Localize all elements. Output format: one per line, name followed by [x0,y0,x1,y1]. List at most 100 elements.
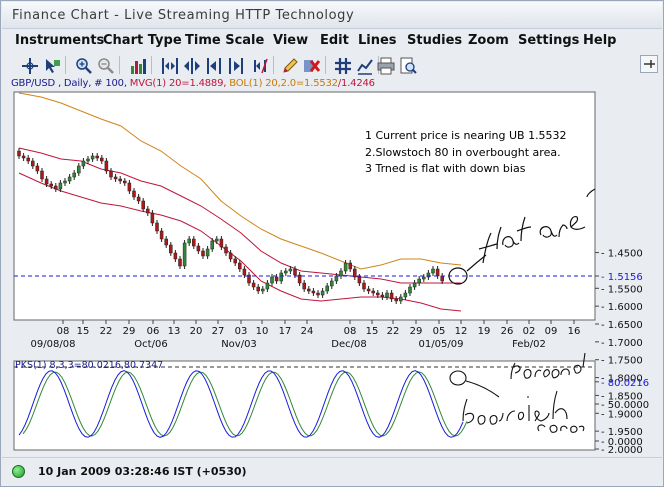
candle-body [431,268,435,274]
candle-body [44,178,49,185]
timescale-left-icon[interactable] [202,54,224,76]
candle-body [389,292,394,300]
menu-bar: Instruments Chart Type Time Scale View E… [2,30,662,52]
stochastic-panel[interactable] [13,360,596,451]
time-month-label: 09/08/08 [31,339,76,350]
menu-lines[interactable]: Lines [358,33,397,48]
candle-body [302,282,306,290]
candle-body [26,157,30,162]
bol-low-label: /1.4246 [337,78,375,89]
time-day-label: 26 [501,326,514,337]
candle-body [307,288,311,292]
candle-body [205,248,210,257]
pin-icon[interactable] [640,55,658,73]
menu-chart-type[interactable]: Chart Type [103,33,182,48]
menu-zoom[interactable]: Zoom [468,33,509,48]
menu-time-scale[interactable]: Time Scale [185,33,265,48]
candle-body [90,155,95,160]
candle-body [136,196,141,202]
candle-body [21,155,26,159]
time-day-label: 19 [478,326,491,337]
toolbar [2,53,662,77]
candle-body [67,176,72,182]
price-tick-label: - 1.6500 [601,320,643,331]
price-tick-label: - 2.0000 [601,445,643,456]
candle-body [334,275,339,282]
studies-icon[interactable] [353,54,375,76]
price-tick-label: - 1.5156 [601,272,643,283]
zoom-out-icon[interactable] [94,54,116,76]
price-tick-label: - 1.9500 [601,427,643,438]
candle-body [366,288,371,292]
candle-body [399,296,403,302]
candle-body [127,182,132,192]
time-day-label: 15 [77,326,90,337]
candle-body [408,286,412,294]
print-icon[interactable] [374,54,396,76]
candle-body [293,268,297,276]
candle-body [380,294,385,298]
time-day-label: 29 [123,326,136,337]
candle-body [261,288,265,292]
candle-body [164,238,168,246]
stoch-tick-label: - 50.0000 [601,400,649,411]
time-month-label: Feb/02 [512,339,546,350]
handwritten-stoch-annotation [449,352,586,433]
delete-lines-icon[interactable] [300,54,322,76]
stochastic-axis: - 80.0216 - 50.0000 - 0.0000 [595,378,649,448]
candle-body [159,230,164,240]
print-preview-icon[interactable] [396,54,418,76]
menu-instruments[interactable]: Instruments [15,33,105,48]
candle-body [77,165,81,174]
candle-body [40,170,44,180]
menu-settings[interactable]: Settings [518,33,580,48]
timescale-right-icon[interactable] [224,54,246,76]
candle-body [394,298,398,302]
candle-body [297,274,302,284]
time-day-label: 13 [168,326,181,337]
timescale-stretch-icon[interactable] [248,54,270,76]
time-day-label: 10 [256,326,269,337]
candle-body [348,262,352,270]
bar-chart-icon[interactable] [126,54,148,76]
candle-body [100,157,104,162]
time-day-label: 12 [455,326,468,337]
zoom-in-icon[interactable] [72,54,94,76]
menu-view[interactable]: View [273,33,309,48]
candle-body [284,270,288,274]
arrow-pan-icon[interactable] [40,54,62,76]
candle-body [353,268,357,278]
crosshair-icon[interactable] [18,54,40,76]
status-timestamp: 10 Jan 2009 03:28:46 IST (+0530) [38,465,247,478]
stoch-k-line [18,370,464,438]
window-title: Finance Chart - Live Streaming HTTP Tech… [12,8,355,23]
pencil-edit-icon[interactable] [278,54,300,76]
title-bar[interactable]: Finance Chart - Live Streaming HTTP Tech… [2,2,662,29]
timescale-expand-icon[interactable] [180,54,202,76]
grid-icon[interactable] [331,54,353,76]
time-month-label: Nov/03 [221,339,257,350]
menu-help[interactable]: Help [583,33,617,48]
moving-average-line [18,147,461,284]
status-bar: 10 Jan 2009 03:28:46 IST (+0530) [2,457,662,486]
candle-body [182,242,187,267]
menu-edit[interactable]: Edit [320,33,349,48]
candle-body [210,240,214,250]
candle-body [247,274,251,284]
candle-body [141,200,145,210]
time-month-label: Oct/06 [134,339,167,350]
toolbar-separator [273,56,274,74]
time-day-label: 03 [235,326,248,337]
timescale-compress-icon[interactable] [158,54,180,76]
time-day-label: 05 [433,326,446,337]
time-day-label: 29 [410,326,423,337]
price-tick-label: - 1.7500 [601,356,643,367]
candlesticks [17,148,444,304]
menu-studies[interactable]: Studies [407,33,463,48]
price-tick-label: - 1.4500 [601,249,643,260]
candle-body [330,280,334,287]
candle-body [343,262,348,272]
candle-body [426,272,431,278]
